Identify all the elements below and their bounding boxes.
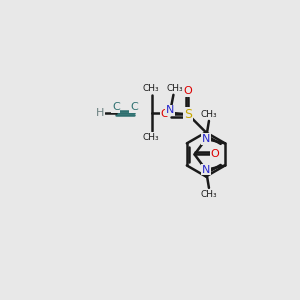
Text: N: N <box>202 134 210 144</box>
Text: CH₃: CH₃ <box>201 190 217 199</box>
Text: CH₃: CH₃ <box>201 110 217 119</box>
Text: S: S <box>184 108 192 121</box>
Text: N: N <box>202 165 210 175</box>
Text: CH₃: CH₃ <box>142 84 159 93</box>
Text: CH₃: CH₃ <box>167 84 183 93</box>
Text: C: C <box>130 102 138 112</box>
Text: H: H <box>96 108 104 118</box>
Text: N: N <box>166 106 174 116</box>
Text: O: O <box>184 86 192 97</box>
Text: O: O <box>161 109 170 119</box>
Text: CH₃: CH₃ <box>142 133 159 142</box>
Text: O: O <box>211 149 219 159</box>
Text: C: C <box>112 102 120 112</box>
